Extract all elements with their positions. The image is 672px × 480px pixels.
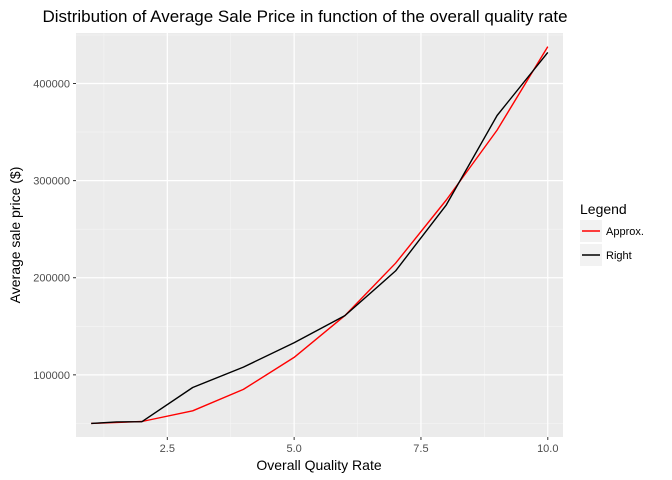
major-grid bbox=[76, 33, 563, 437]
legend-label: Right bbox=[606, 250, 632, 262]
y-axis-ticks: 100000 200000 300000 400000 bbox=[33, 79, 76, 382]
x-tick-label: 5.0 bbox=[286, 443, 301, 455]
plot-panel bbox=[76, 33, 563, 437]
series-lines bbox=[91, 46, 549, 425]
x-tick-label: 7.5 bbox=[413, 443, 428, 455]
legend-items: Approx. Right bbox=[580, 220, 644, 266]
legend-label: Approx. bbox=[606, 226, 644, 238]
y-tick-label: 200000 bbox=[33, 273, 70, 285]
minor-grid bbox=[76, 33, 563, 437]
y-tick-label: 400000 bbox=[33, 79, 70, 91]
legend-item-right: Right bbox=[580, 244, 632, 266]
y-axis-title: Average sale price ($) bbox=[7, 167, 23, 304]
x-tick-label: 2.5 bbox=[160, 443, 175, 455]
legend: Legend Approx. Right bbox=[580, 201, 644, 266]
chart-title: Distribution of Average Sale Price in fu… bbox=[42, 7, 567, 26]
x-tick-label: 10.0 bbox=[537, 443, 558, 455]
series-line-approx bbox=[91, 46, 549, 425]
series-line-right bbox=[91, 51, 549, 425]
x-axis-ticks: 2.5 5.0 7.5 10.0 bbox=[160, 437, 558, 455]
y-tick-label: 100000 bbox=[33, 370, 70, 382]
legend-title: Legend bbox=[580, 201, 627, 217]
x-axis-title: Overall Quality Rate bbox=[256, 457, 381, 473]
y-tick-label: 300000 bbox=[33, 176, 70, 188]
legend-item-approx: Approx. bbox=[580, 220, 644, 242]
